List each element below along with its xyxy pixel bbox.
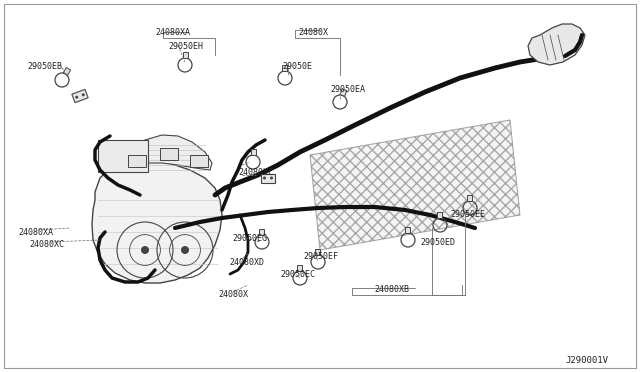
Polygon shape <box>298 265 303 271</box>
Text: 24080XC: 24080XC <box>238 168 273 177</box>
Text: 24080XD: 24080XD <box>229 258 264 267</box>
Polygon shape <box>259 229 264 235</box>
Text: 29050EA: 29050EA <box>330 85 365 94</box>
Bar <box>128 155 146 167</box>
Polygon shape <box>310 120 520 250</box>
Circle shape <box>141 246 149 254</box>
Polygon shape <box>261 173 275 183</box>
Text: 24080XC: 24080XC <box>29 240 64 249</box>
Text: 29050EH: 29050EH <box>168 42 203 51</box>
Text: 29050EF: 29050EF <box>303 252 338 261</box>
Circle shape <box>270 176 273 180</box>
Polygon shape <box>340 89 347 96</box>
Polygon shape <box>282 65 287 71</box>
Text: 29050EC: 29050EC <box>280 270 315 279</box>
Polygon shape <box>528 24 585 65</box>
Bar <box>160 148 178 160</box>
Polygon shape <box>467 195 472 201</box>
Text: 24080XB: 24080XB <box>374 285 409 294</box>
Polygon shape <box>92 160 222 283</box>
Polygon shape <box>406 227 410 233</box>
Circle shape <box>263 176 266 180</box>
Bar <box>190 155 208 167</box>
Text: 29050ED: 29050ED <box>420 238 455 247</box>
Bar <box>98 140 148 172</box>
Circle shape <box>82 93 84 96</box>
Text: 24080X: 24080X <box>218 290 248 299</box>
Polygon shape <box>250 149 255 155</box>
Polygon shape <box>438 212 442 218</box>
Circle shape <box>76 96 78 99</box>
Text: 24080XA: 24080XA <box>18 228 53 237</box>
Polygon shape <box>72 89 88 103</box>
Circle shape <box>181 246 189 254</box>
Polygon shape <box>182 52 188 58</box>
Polygon shape <box>316 249 321 255</box>
Text: J290001V: J290001V <box>565 356 608 365</box>
Text: 29050EE: 29050EE <box>450 210 485 219</box>
Text: 29050EB: 29050EB <box>27 62 62 71</box>
Text: 29050E: 29050E <box>282 62 312 71</box>
Text: 24080X: 24080X <box>298 28 328 37</box>
Polygon shape <box>118 135 212 170</box>
Polygon shape <box>63 67 70 75</box>
Text: 24080XA: 24080XA <box>155 28 190 37</box>
Text: 29050EG: 29050EG <box>232 234 267 243</box>
